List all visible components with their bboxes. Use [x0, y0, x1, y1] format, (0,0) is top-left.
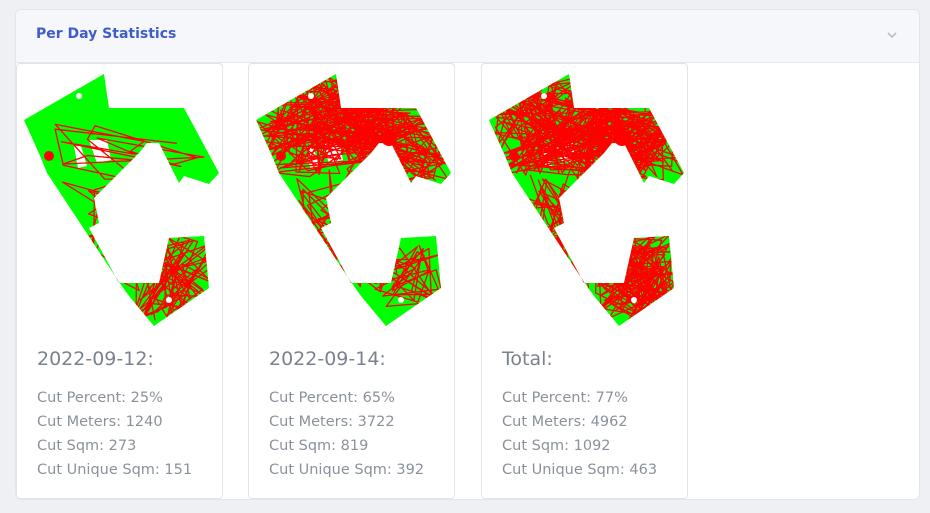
cut-percent: Cut Percent: 77%: [502, 390, 628, 406]
map-marker: [398, 297, 404, 303]
cut-unique-sqm: Cut Unique Sqm: 151: [37, 462, 193, 478]
mower-paths: [489, 74, 684, 324]
card-stats: Cut Percent: 77% Cut Meters: 4962 Cut Sq…: [502, 386, 657, 482]
stats-card-day-2: 2022-09-14: Cut Percent: 65% Cut Meters:…: [248, 63, 455, 499]
cut-coverage-map: [489, 74, 684, 326]
cut-percent: Cut Percent: 25%: [37, 390, 163, 406]
map-marker: [76, 93, 82, 99]
cut-sqm: Cut Sqm: 273: [37, 438, 137, 454]
map-marker: [541, 93, 547, 99]
cut-coverage-map: [24, 74, 219, 326]
map-marker: [509, 151, 519, 161]
card-total-title: Total:: [502, 348, 553, 370]
cut-unique-sqm: Cut Unique Sqm: 392: [269, 462, 425, 478]
mower-track: [489, 74, 684, 324]
panel-header[interactable]: Per Day Statistics: [16, 10, 919, 63]
cut-sqm: Cut Sqm: 819: [269, 438, 369, 454]
per-day-statistics-panel: Per Day Statistics 2022-09-12: Cut Perce…: [15, 9, 920, 500]
card-date-title: 2022-09-14:: [269, 348, 386, 370]
map-marker: [44, 151, 54, 161]
map-marker: [166, 297, 172, 303]
map-marker: [381, 130, 397, 146]
mower-track: [256, 74, 451, 308]
cut-unique-sqm: Cut Unique Sqm: 463: [502, 462, 658, 478]
mower-paths: [256, 74, 451, 308]
cut-sqm: Cut Sqm: 1092: [502, 438, 611, 454]
cut-meters: Cut Meters: 4962: [502, 414, 628, 430]
card-date-title: 2022-09-12:: [37, 348, 154, 370]
panel-title: Per Day Statistics: [36, 26, 177, 42]
cut-coverage-map: [256, 74, 451, 326]
stats-card-day-1: 2022-09-12: Cut Percent: 25% Cut Meters:…: [16, 63, 223, 499]
card-stats: Cut Percent: 65% Cut Meters: 3722 Cut Sq…: [269, 386, 424, 482]
cut-meters: Cut Meters: 1240: [37, 414, 163, 430]
cut-meters: Cut Meters: 3722: [269, 414, 395, 430]
map-marker: [631, 297, 637, 303]
stats-card-total: Total: Cut Percent: 77% Cut Meters: 4962…: [481, 63, 688, 499]
map-marker: [308, 93, 314, 99]
chevron-down-icon[interactable]: [885, 28, 899, 42]
map-marker: [276, 151, 286, 161]
cut-percent: Cut Percent: 65%: [269, 390, 395, 406]
card-stats: Cut Percent: 25% Cut Meters: 1240 Cut Sq…: [37, 386, 192, 482]
map-marker: [614, 130, 630, 146]
